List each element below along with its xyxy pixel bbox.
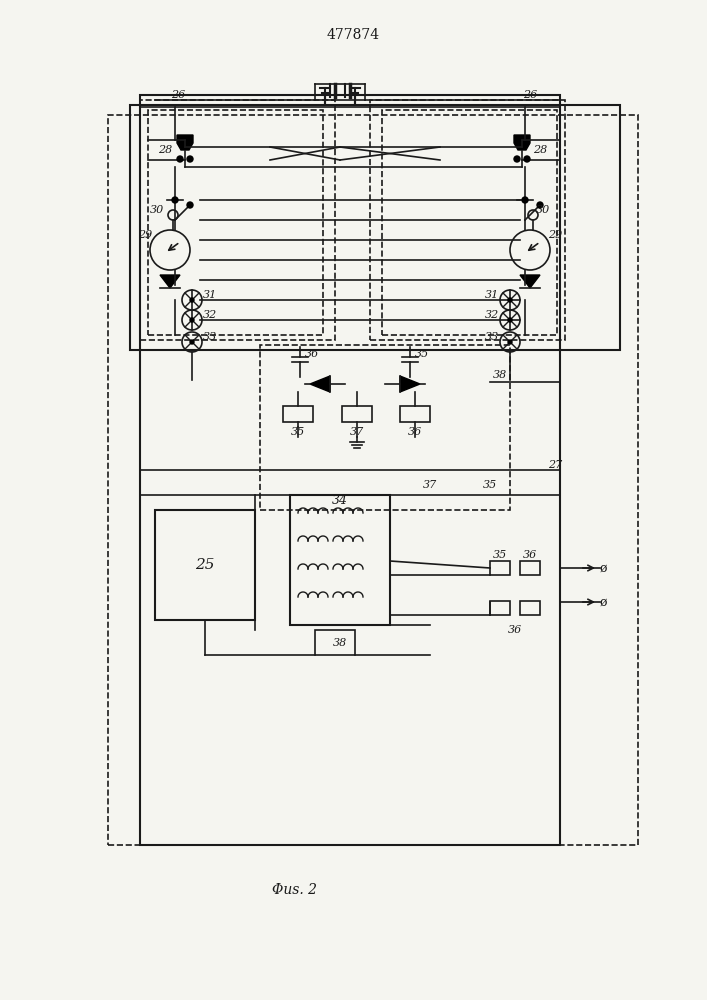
Text: 26: 26 bbox=[523, 90, 537, 100]
Text: 28: 28 bbox=[158, 145, 172, 155]
Text: ø: ø bbox=[600, 562, 607, 574]
Text: 25: 25 bbox=[195, 558, 215, 572]
Circle shape bbox=[522, 197, 528, 203]
Circle shape bbox=[190, 340, 194, 344]
Circle shape bbox=[187, 156, 193, 162]
Bar bbox=[290, 495, 390, 625]
Text: 35: 35 bbox=[493, 550, 507, 560]
Bar bbox=[400, 406, 430, 422]
Text: 30: 30 bbox=[536, 205, 550, 215]
Polygon shape bbox=[160, 275, 180, 288]
Bar bbox=[148, 110, 323, 335]
Text: 35: 35 bbox=[415, 349, 429, 359]
Bar bbox=[108, 115, 638, 845]
Polygon shape bbox=[514, 135, 530, 150]
Text: 477874: 477874 bbox=[327, 28, 380, 42]
Text: Φus. 2: Φus. 2 bbox=[272, 883, 317, 897]
Text: 36: 36 bbox=[523, 550, 537, 560]
Polygon shape bbox=[310, 376, 330, 392]
Bar bbox=[382, 110, 557, 335]
Circle shape bbox=[172, 197, 178, 203]
Text: 37: 37 bbox=[350, 427, 364, 437]
Bar bbox=[370, 100, 565, 340]
Text: 27: 27 bbox=[548, 460, 562, 470]
Text: 38: 38 bbox=[333, 638, 347, 648]
Text: 36: 36 bbox=[408, 427, 422, 437]
Text: 28: 28 bbox=[533, 145, 547, 155]
Text: 32: 32 bbox=[485, 310, 499, 320]
Polygon shape bbox=[177, 135, 193, 150]
Bar bbox=[260, 345, 510, 510]
Bar bbox=[130, 105, 620, 350]
Circle shape bbox=[537, 202, 543, 208]
Circle shape bbox=[508, 298, 512, 302]
Text: 30: 30 bbox=[150, 205, 164, 215]
Bar bbox=[140, 100, 335, 340]
Text: 35: 35 bbox=[483, 480, 497, 490]
Text: 33: 33 bbox=[485, 332, 499, 342]
Text: 38: 38 bbox=[493, 370, 507, 380]
Text: 36: 36 bbox=[305, 349, 319, 359]
Bar bbox=[520, 601, 540, 615]
Polygon shape bbox=[520, 275, 540, 288]
Text: 31: 31 bbox=[485, 290, 499, 300]
Circle shape bbox=[508, 318, 512, 322]
Text: 32: 32 bbox=[203, 310, 217, 320]
Circle shape bbox=[514, 156, 520, 162]
Text: 29: 29 bbox=[138, 230, 152, 240]
Text: 37: 37 bbox=[423, 480, 437, 490]
Bar bbox=[342, 406, 372, 422]
Bar bbox=[520, 561, 540, 575]
Bar bbox=[490, 601, 510, 615]
Circle shape bbox=[524, 156, 530, 162]
Circle shape bbox=[177, 156, 183, 162]
Text: 36: 36 bbox=[508, 625, 522, 635]
Bar bbox=[155, 510, 255, 620]
Bar bbox=[140, 95, 560, 845]
Circle shape bbox=[508, 340, 512, 344]
Text: 34: 34 bbox=[332, 493, 348, 506]
Text: 33: 33 bbox=[203, 332, 217, 342]
Bar bbox=[315, 630, 355, 655]
Polygon shape bbox=[400, 376, 420, 392]
Bar bbox=[283, 406, 313, 422]
Bar bbox=[490, 561, 510, 575]
Circle shape bbox=[187, 202, 193, 208]
Text: 31: 31 bbox=[203, 290, 217, 300]
Circle shape bbox=[190, 318, 194, 322]
Text: 29: 29 bbox=[548, 230, 562, 240]
Circle shape bbox=[190, 298, 194, 302]
Text: ø: ø bbox=[600, 595, 607, 608]
Text: 35: 35 bbox=[291, 427, 305, 437]
Text: 26: 26 bbox=[171, 90, 185, 100]
